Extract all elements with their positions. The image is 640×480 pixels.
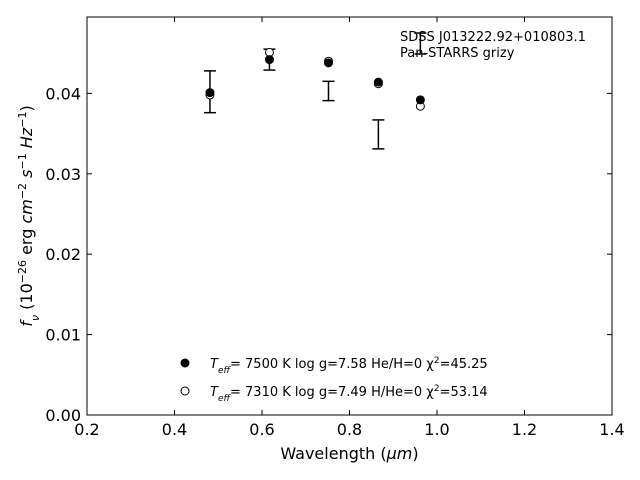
errorbar	[322, 80, 335, 102]
x-tick-label: 0.4	[162, 420, 187, 439]
legend-filled-marker	[180, 358, 190, 368]
y-tick-label: 0.01	[45, 326, 81, 345]
x-tick-label: 1.4	[599, 420, 624, 439]
filled-model-point	[324, 58, 333, 68]
legend: Teff= 7500 K log g=7.58 He/H=0 χ2=45.25 T…	[180, 356, 488, 404]
legend-entry-label: Teff= 7500 K log g=7.58 He/H=0 χ2=45.25	[210, 356, 488, 376]
x-tick-label: 0.8	[337, 420, 362, 439]
legend-open-marker	[180, 386, 190, 396]
model-points	[205, 47, 425, 111]
errorbar	[414, 32, 427, 55]
x-tick-label: 0.2	[74, 420, 99, 439]
filled-model-point	[415, 95, 425, 105]
y-tick-label: 0.02	[45, 245, 81, 264]
x-axis-label: Wavelength (μm)	[280, 444, 418, 463]
errorbar	[372, 119, 385, 150]
y-tick-label: 0.03	[45, 165, 81, 184]
x-axis-ticks: 0.2 0.4 0.6 0.8 1.0 1.2 1.4	[74, 17, 625, 439]
survey-annotation: Pan-STARRS grizy	[400, 46, 515, 61]
x-tick-label: 1.2	[512, 420, 537, 439]
plot-area	[86, 16, 613, 416]
y-axis-ticks: 0.00 0.01 0.02 0.03 0.04	[45, 84, 612, 425]
x-tick-label: 0.6	[249, 420, 274, 439]
observed-errorbars	[203, 32, 427, 150]
y-tick-label: 0.00	[45, 406, 81, 425]
y-axis-label: fν (10−26 erg cm−2 s−1 Hz−1)	[16, 105, 42, 326]
filled-model-point	[264, 55, 274, 65]
object-name-annotation: SDSS J013222.92+010803.1	[400, 30, 586, 45]
filled-model-point	[205, 88, 215, 98]
legend-entry-label: Teff= 7310 K log g=7.49 H/He=0 χ2=53.14	[210, 384, 488, 404]
x-tick-label: 1.0	[424, 420, 449, 439]
y-tick-label: 0.04	[45, 84, 81, 103]
filled-model-point	[373, 77, 383, 87]
